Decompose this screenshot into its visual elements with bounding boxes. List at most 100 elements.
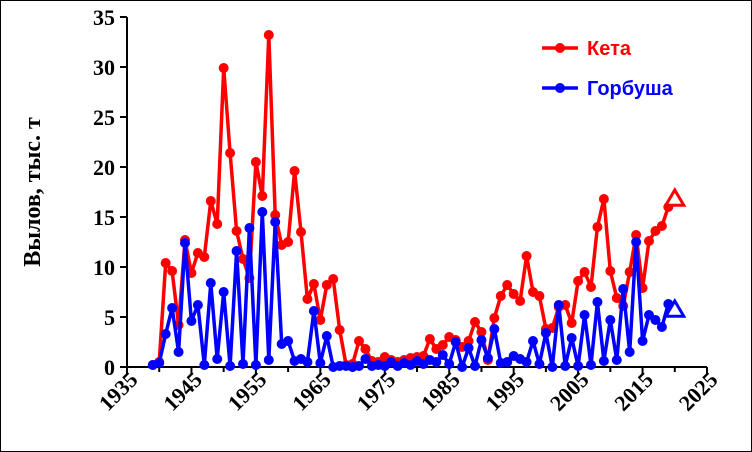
data-point xyxy=(250,157,261,167)
data-point xyxy=(631,230,642,240)
data-point xyxy=(212,219,223,229)
data-point xyxy=(354,361,364,371)
data-point xyxy=(437,350,448,360)
data-point xyxy=(321,280,332,290)
x-tick-label: 1945 xyxy=(158,367,207,416)
y-tick-label: 35 xyxy=(93,5,115,30)
data-point xyxy=(515,296,526,306)
data-point xyxy=(167,266,178,276)
data-point xyxy=(225,361,236,371)
data-point xyxy=(192,300,203,310)
data-point xyxy=(231,226,242,236)
data-point xyxy=(257,207,268,217)
data-point xyxy=(618,284,629,294)
data-point xyxy=(476,335,487,345)
data-point xyxy=(656,322,667,332)
data-point xyxy=(360,354,371,364)
x-tick-label: 1985 xyxy=(416,367,465,416)
data-point xyxy=(238,359,248,369)
data-point xyxy=(528,336,538,346)
data-point xyxy=(199,252,210,262)
data-point xyxy=(656,221,667,231)
data-point xyxy=(631,237,642,247)
data-point xyxy=(328,274,339,284)
legend-label: Горбуша xyxy=(587,78,674,100)
data-point xyxy=(238,254,248,264)
data-point xyxy=(547,362,558,372)
data-point xyxy=(489,324,500,334)
data-point xyxy=(270,217,281,227)
triangle-marker xyxy=(663,187,687,207)
data-point xyxy=(553,300,564,310)
data-point xyxy=(566,318,577,328)
y-tick-label: 0 xyxy=(104,355,115,380)
data-point xyxy=(431,357,442,367)
data-point xyxy=(611,293,622,303)
data-point xyxy=(321,331,332,341)
data-point xyxy=(521,357,532,367)
data-point xyxy=(199,360,210,370)
legend-swatch-marker xyxy=(555,43,565,53)
data-point xyxy=(579,310,590,320)
data-point xyxy=(540,328,551,338)
x-tick-label: 2025 xyxy=(674,367,723,416)
data-point xyxy=(160,329,171,339)
data-point xyxy=(154,358,165,368)
data-point xyxy=(598,194,609,204)
data-point xyxy=(263,30,274,40)
data-point xyxy=(296,227,306,237)
data-point xyxy=(476,327,487,337)
data-point xyxy=(502,280,513,290)
data-point xyxy=(566,333,577,343)
data-point xyxy=(205,278,216,288)
data-point xyxy=(450,337,461,347)
triangle-marker xyxy=(663,298,687,318)
data-point xyxy=(354,336,364,346)
data-point xyxy=(502,357,513,367)
data-point xyxy=(586,282,596,292)
legend-label: Кета xyxy=(587,38,632,60)
data-point xyxy=(263,355,274,365)
data-point xyxy=(302,294,313,304)
data-point xyxy=(424,334,435,344)
data-point xyxy=(444,359,455,369)
data-point xyxy=(573,276,584,286)
data-point xyxy=(534,291,545,301)
data-point xyxy=(360,344,371,354)
data-point xyxy=(624,267,635,277)
data-point xyxy=(592,297,603,307)
data-point xyxy=(495,291,506,301)
data-point xyxy=(573,361,584,371)
y-tick-label: 30 xyxy=(93,55,115,80)
x-tick-label: 1965 xyxy=(287,367,336,416)
data-point xyxy=(334,325,345,335)
data-point xyxy=(605,266,616,276)
data-point xyxy=(457,362,468,372)
data-point xyxy=(289,166,300,176)
data-point xyxy=(482,353,493,363)
data-point xyxy=(244,223,255,233)
data-point xyxy=(592,222,603,232)
data-point xyxy=(218,63,229,73)
y-axis-title: Вылов, тыс. т xyxy=(20,117,46,267)
data-point xyxy=(624,347,635,357)
data-point xyxy=(283,237,294,247)
data-point xyxy=(218,287,229,297)
data-point xyxy=(489,313,500,323)
y-tick-label: 20 xyxy=(93,155,115,180)
data-point xyxy=(521,251,532,261)
data-point xyxy=(534,359,545,369)
data-point xyxy=(315,358,326,368)
data-point xyxy=(308,279,319,289)
data-point xyxy=(160,258,171,268)
data-point xyxy=(463,343,474,353)
x-tick-label: 1935 xyxy=(94,367,143,416)
data-point xyxy=(605,315,616,325)
x-tick-label: 1975 xyxy=(352,367,401,416)
legend-swatch-marker xyxy=(555,83,565,93)
data-point xyxy=(283,336,294,346)
series-gorbusha xyxy=(147,207,676,372)
data-point xyxy=(173,347,184,357)
data-point xyxy=(225,148,236,158)
